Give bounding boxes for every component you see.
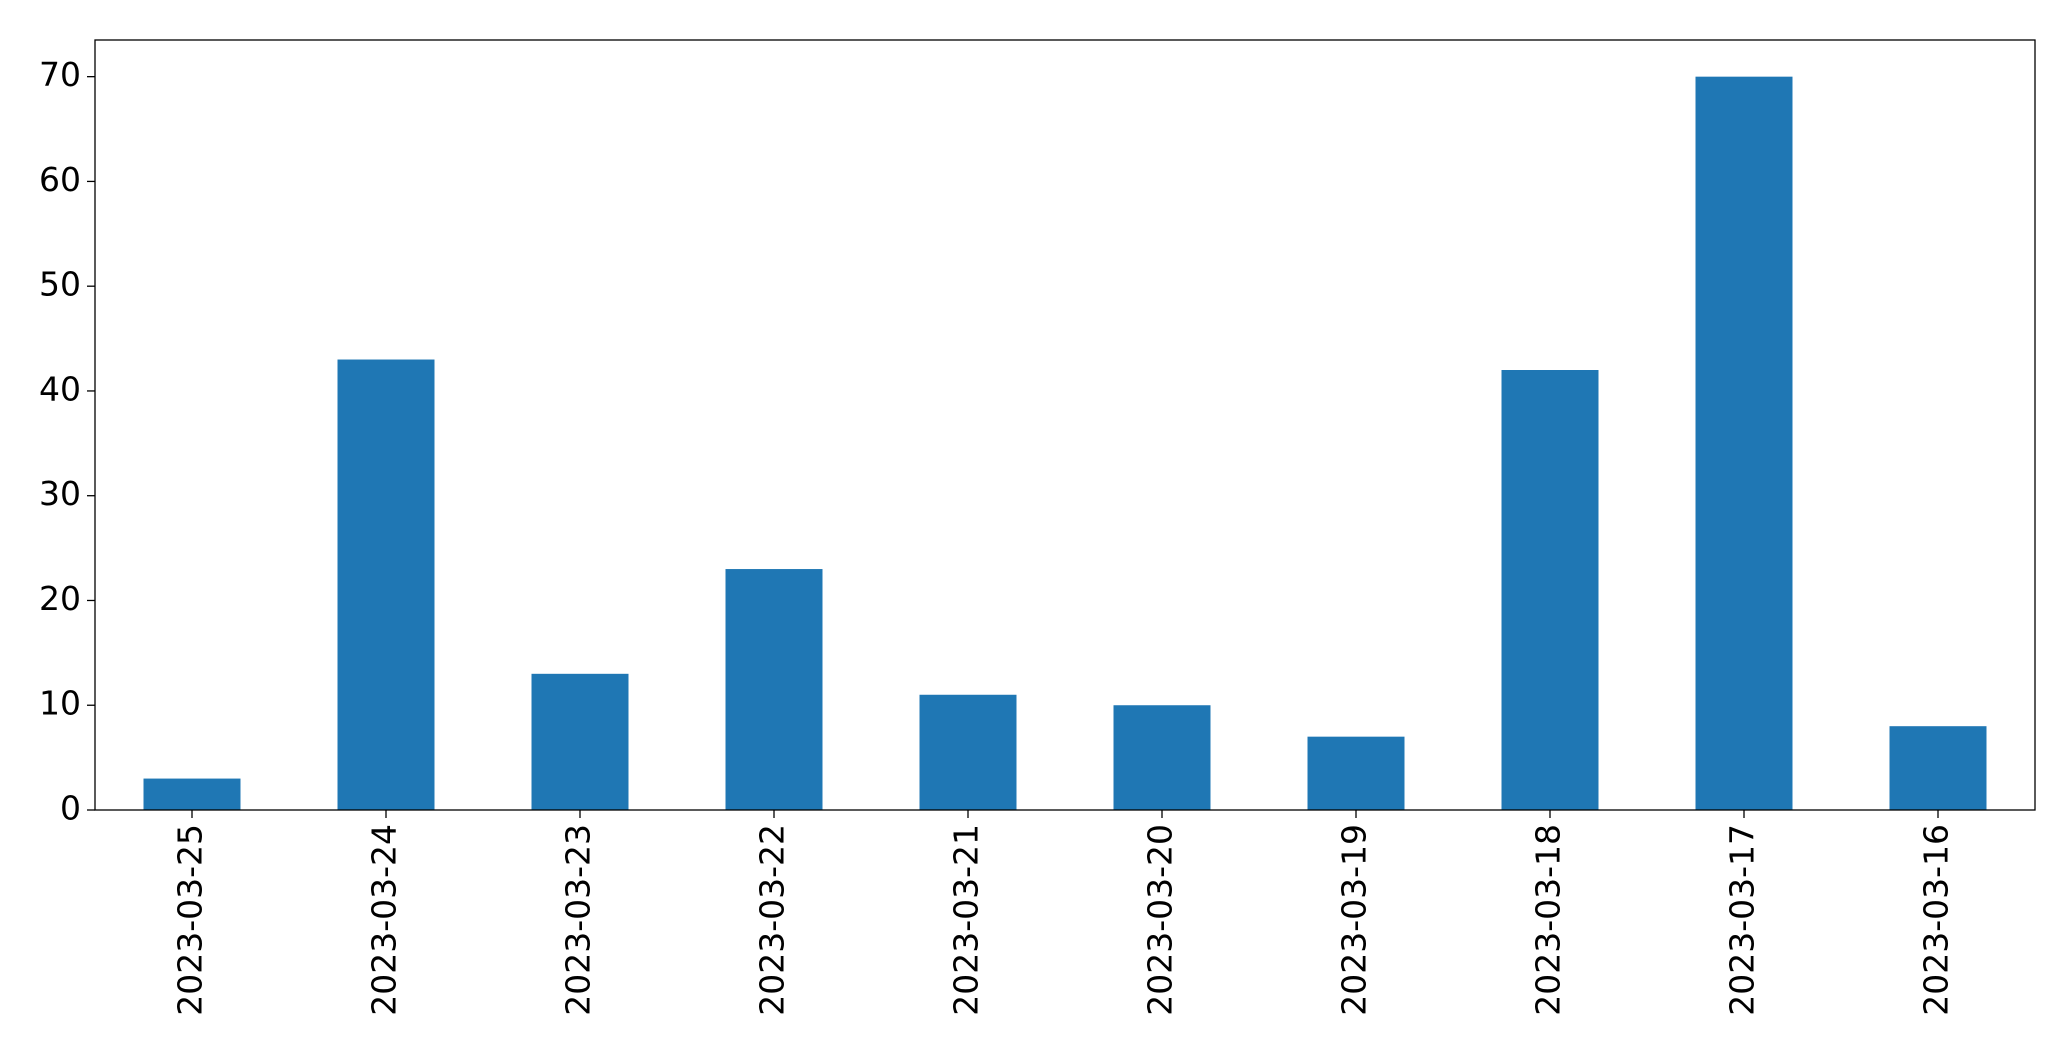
bar xyxy=(1889,726,1987,810)
bar xyxy=(531,673,629,810)
x-tick-label: 2023-03-19 xyxy=(1335,824,1374,1016)
x-tick-label: 2023-03-24 xyxy=(365,824,404,1016)
y-tick-label: 20 xyxy=(39,579,81,618)
y-tick-label: 10 xyxy=(39,684,81,723)
bar xyxy=(1501,370,1599,810)
y-tick-label: 0 xyxy=(60,789,81,828)
y-tick-label: 70 xyxy=(39,55,81,94)
y-tick-label: 60 xyxy=(39,160,81,199)
x-tick-label: 2023-03-17 xyxy=(1723,824,1762,1016)
x-tick-label: 2023-03-21 xyxy=(947,824,986,1016)
y-tick-label: 30 xyxy=(39,474,81,513)
x-tick-label: 2023-03-22 xyxy=(753,824,792,1016)
plot-frame xyxy=(94,39,2036,811)
y-tick-label: 50 xyxy=(39,265,81,304)
y-tick-label: 40 xyxy=(39,369,81,408)
x-tick-label: 2023-03-20 xyxy=(1141,824,1180,1016)
bar xyxy=(143,778,241,810)
x-tick-label: 2023-03-16 xyxy=(1917,824,1956,1016)
x-tick-label: 2023-03-18 xyxy=(1529,824,1568,1016)
bar xyxy=(919,694,1017,810)
bar xyxy=(725,569,823,810)
bar xyxy=(337,359,435,810)
bar xyxy=(1695,76,1793,810)
bar xyxy=(1113,705,1211,810)
x-tick-label: 2023-03-25 xyxy=(171,824,210,1016)
bar xyxy=(1307,736,1405,810)
x-tick-label: 2023-03-23 xyxy=(559,824,598,1016)
